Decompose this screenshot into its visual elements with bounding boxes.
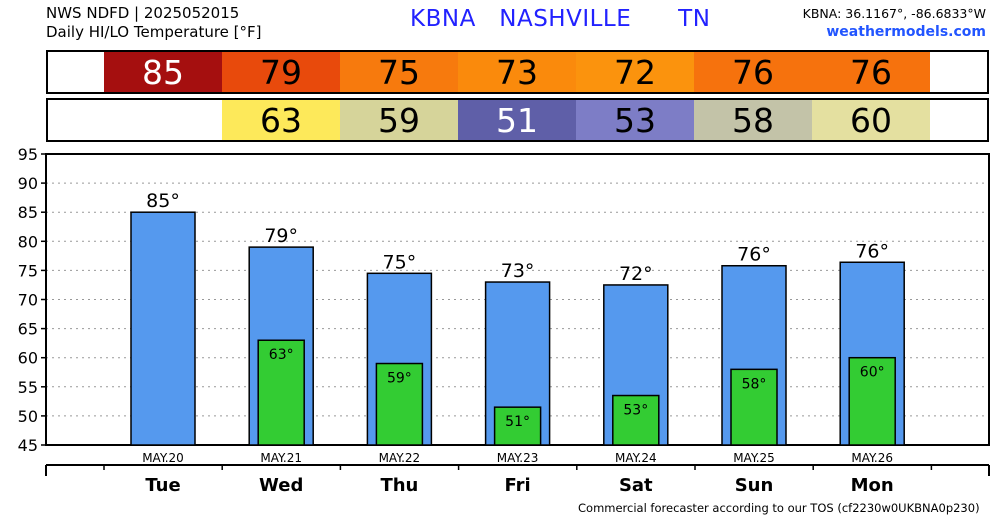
low-value-label: 51° (505, 414, 530, 430)
y-tick-label: 50 (18, 407, 38, 426)
high-temperature-strip: 85 79 75 73 72 76 76 (46, 50, 989, 94)
y-tick-label: 85 (18, 203, 38, 222)
y-tick-label: 60 (18, 349, 38, 368)
low-bar (493, 406, 542, 446)
hi-cell: 76 (694, 52, 812, 92)
temperature-bar-chart: 45 50 55 60 65 70 75 80 85 90 95 85° MAY.20 Tue 79° 63°… (18, 145, 990, 496)
high-value-label: 76° (855, 240, 889, 262)
station-code: KBNA (410, 6, 476, 32)
hi-cell: 75 (340, 52, 458, 92)
date-label: MAY.21 (260, 451, 302, 465)
chart-header-right: KBNA: 36.1167°, -86.6833°W weathermodels… (803, 4, 986, 42)
low-bar (375, 362, 424, 446)
lo-cell: 63 (222, 100, 340, 140)
lo-cell: 53 (576, 100, 694, 140)
hi-cell: 73 (458, 52, 576, 92)
date-label: MAY.22 (379, 451, 421, 465)
station-city: NASHVILLE (499, 6, 632, 32)
lo-cell: 51 (458, 100, 576, 140)
y-tick-label: 65 (18, 320, 38, 339)
station-state: TN (678, 6, 711, 32)
low-value-label: 59° (387, 371, 412, 387)
footer-note: Commercial forecaster according to our T… (578, 501, 980, 515)
date-label: MAY.24 (615, 451, 657, 465)
y-tick-label: 45 (18, 436, 38, 455)
day-label: Mon (851, 475, 894, 496)
day-label: Sat (619, 475, 653, 496)
day-label: Wed (259, 475, 303, 496)
low-temperature-strip: 63 59 51 53 58 60 (46, 98, 989, 142)
high-value-label: 76° (737, 244, 771, 266)
hi-cell: 72 (576, 52, 694, 92)
lo-cell (104, 100, 222, 140)
model-run-label: NWS NDFD | 2025052015 (46, 4, 240, 22)
station-title: KBNA NASHVILLE TN (410, 6, 710, 32)
low-value-label: 53° (623, 403, 648, 419)
y-tick-label: 70 (18, 291, 38, 310)
hi-cell: 79 (222, 52, 340, 92)
station-coordinates: KBNA: 36.1167°, -86.6833°W (802, 6, 986, 21)
date-label: MAY.20 (142, 451, 184, 465)
date-label: MAY.23 (497, 451, 539, 465)
high-value-label: 75° (383, 251, 417, 273)
low-bar (257, 339, 305, 446)
site-link[interactable]: weathermodels.com (826, 24, 986, 40)
hi-cell: 76 (812, 52, 930, 92)
day-label: Fri (504, 475, 530, 496)
y-tick-label: 90 (18, 174, 38, 193)
low-value-label: 63° (269, 347, 294, 363)
high-value-label: 79° (264, 225, 298, 247)
day-label: Sun (735, 475, 774, 496)
date-label: MAY.25 (733, 451, 775, 465)
high-value-label: 72° (619, 263, 653, 285)
high-value-label: 73° (501, 260, 535, 282)
lo-cell: 59 (340, 100, 458, 140)
day-label: Thu (380, 475, 418, 496)
day-label: Tue (145, 475, 180, 496)
low-bar (612, 394, 660, 446)
low-value-label: 58° (742, 376, 767, 392)
date-label: MAY.26 (851, 451, 893, 465)
low-bar (730, 368, 778, 446)
high-value-label: 85° (146, 190, 180, 212)
hi-cell: 85 (104, 52, 222, 92)
low-value-label: 60° (860, 365, 885, 381)
y-tick-label: 75 (18, 261, 38, 280)
y-tick-label: 95 (18, 145, 38, 164)
lo-cell: 58 (694, 100, 812, 140)
low-bar (848, 356, 896, 446)
lo-cell: 60 (812, 100, 930, 140)
chart-header-left: NWS NDFD | 2025052015 Daily HI/LO Temper… (46, 4, 262, 42)
high-bar (130, 211, 196, 446)
y-tick-label: 55 (18, 378, 38, 397)
chart-title: Daily HI/LO Temperature [°F] (46, 23, 262, 41)
y-tick-label: 80 (18, 232, 38, 251)
